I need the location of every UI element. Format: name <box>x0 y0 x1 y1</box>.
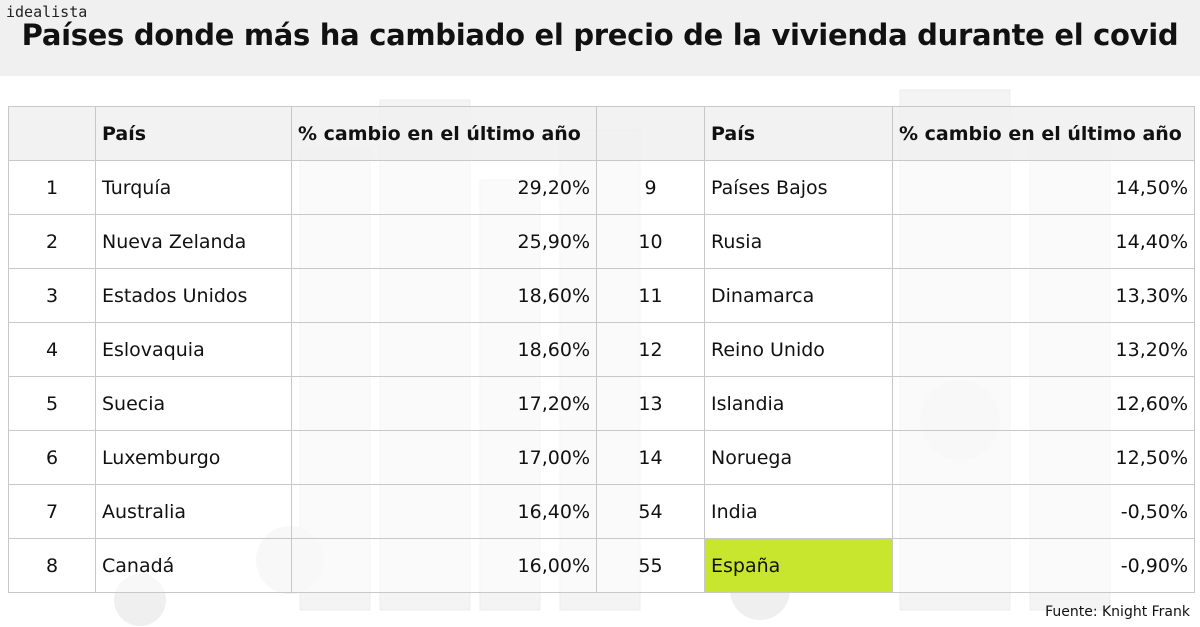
brand-logo: idealista <box>6 3 88 21</box>
change-cell-right: -0,90% <box>892 538 1195 593</box>
rank-cell-right: 13 <box>596 376 705 431</box>
country-cell-right: India <box>704 484 893 539</box>
change-cell-right: 13,30% <box>892 268 1195 323</box>
table-row: 3 Estados Unidos 18,60% 11 Dinamarca 13,30% <box>8 268 1195 323</box>
rank-cell-left: 2 <box>8 214 96 269</box>
rank-cell-right: 11 <box>596 268 705 323</box>
rank-cell-right: 14 <box>596 430 705 485</box>
change-cell-left: 25,90% <box>291 214 597 269</box>
change-cell-left: 18,60% <box>291 322 597 377</box>
rank-cell-left: 6 <box>8 430 96 485</box>
table-header-row: País % cambio en el último año País % ca… <box>8 106 1195 161</box>
change-cell-left: 16,40% <box>291 484 597 539</box>
page-title: Países donde más ha cambiado el precio d… <box>21 18 1179 52</box>
column-header-rank-left <box>8 106 96 161</box>
table-row: 7 Australia 16,40% 54 India -0,50% <box>8 484 1195 539</box>
table-row: 6 Luxemburgo 17,00% 14 Noruega 12,50% <box>8 430 1195 485</box>
change-cell-right: 12,60% <box>892 376 1195 431</box>
rank-cell-right: 12 <box>596 322 705 377</box>
country-cell-right: España <box>704 538 893 593</box>
country-cell-left: Luxemburgo <box>95 430 292 485</box>
table-row: 4 Eslovaquia 18,60% 12 Reino Unido 13,20% <box>8 322 1195 377</box>
rank-cell-left: 1 <box>8 160 96 215</box>
change-cell-right: 13,20% <box>892 322 1195 377</box>
source-note: Fuente: Knight Frank <box>1045 604 1190 620</box>
change-cell-right: -0,50% <box>892 484 1195 539</box>
rank-cell-right: 54 <box>596 484 705 539</box>
rank-cell-left: 3 <box>8 268 96 323</box>
rank-cell-right: 55 <box>596 538 705 593</box>
rank-cell-left: 7 <box>8 484 96 539</box>
column-header-rank-right <box>596 106 705 161</box>
country-cell-left: Suecia <box>95 376 292 431</box>
rank-cell-right: 10 <box>596 214 705 269</box>
rank-cell-right: 9 <box>596 160 705 215</box>
table-row: 2 Nueva Zelanda 25,90% 10 Rusia 14,40% <box>8 214 1195 269</box>
country-cell-right: Rusia <box>704 214 893 269</box>
change-cell-left: 17,20% <box>291 376 597 431</box>
change-cell-left: 16,00% <box>291 538 597 593</box>
country-cell-right: Islandia <box>704 376 893 431</box>
change-cell-left: 17,00% <box>291 430 597 485</box>
change-cell-left: 18,60% <box>291 268 597 323</box>
country-cell-left: Canadá <box>95 538 292 593</box>
rank-cell-left: 4 <box>8 322 96 377</box>
table-row: 5 Suecia 17,20% 13 Islandia 12,60% <box>8 376 1195 431</box>
change-cell-right: 12,50% <box>892 430 1195 485</box>
country-cell-left: Australia <box>95 484 292 539</box>
ranking-table: País % cambio en el último año País % ca… <box>8 106 1195 593</box>
country-cell-right: Noruega <box>704 430 893 485</box>
change-cell-left: 29,20% <box>291 160 597 215</box>
column-header-change-right: % cambio en el último año <box>892 106 1195 161</box>
column-header-country-right: País <box>704 106 893 161</box>
country-cell-left: Turquía <box>95 160 292 215</box>
change-cell-right: 14,50% <box>892 160 1195 215</box>
country-cell-left: Estados Unidos <box>95 268 292 323</box>
change-cell-right: 14,40% <box>892 214 1195 269</box>
country-cell-right: Países Bajos <box>704 160 893 215</box>
rank-cell-left: 8 <box>8 538 96 593</box>
country-cell-left: Eslovaquia <box>95 322 292 377</box>
header-bar: idealista Países donde más ha cambiado e… <box>0 0 1200 76</box>
country-cell-right: Reino Unido <box>704 322 893 377</box>
rank-cell-left: 5 <box>8 376 96 431</box>
country-cell-right: Dinamarca <box>704 268 893 323</box>
column-header-country-left: País <box>95 106 292 161</box>
country-cell-left: Nueva Zelanda <box>95 214 292 269</box>
column-header-change-left: % cambio en el último año <box>291 106 597 161</box>
table-body: 1 Turquía 29,20% 9 Países Bajos 14,50% 2 Nueva … <box>8 160 1195 593</box>
table-row: 1 Turquía 29,20% 9 Países Bajos 14,50% <box>8 160 1195 215</box>
table-row: 8 Canadá 16,00% 55 España -0,90% <box>8 538 1195 593</box>
